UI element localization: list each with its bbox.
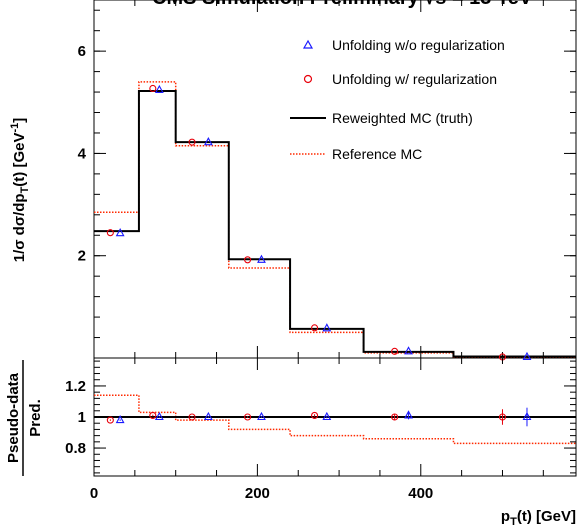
x-title-tail: (t) [GeV] <box>517 508 576 525</box>
data-point-triangle <box>203 411 213 421</box>
y-tick-label: 4 <box>78 145 87 162</box>
legend-circle-marker <box>303 74 313 84</box>
data-point-circle <box>188 138 196 146</box>
data-point-circle <box>106 229 114 237</box>
reference-histogram-line <box>94 81 576 358</box>
data-point-circle <box>498 413 507 421</box>
data-point-triangle <box>115 228 125 237</box>
ratio-y-title-top: Pseudo-data <box>5 372 22 463</box>
data-point-triangle <box>257 254 266 263</box>
y-tick-label: 1.2 <box>65 378 86 395</box>
x-title-sub: T <box>510 516 517 528</box>
x-tick-label: 200 <box>245 485 270 502</box>
data-point-triangle <box>404 346 413 355</box>
data-point-circle <box>149 411 157 419</box>
y-title-sup: -1 <box>9 123 21 133</box>
legend: Unfolding w/o regularization Unfolding w… <box>290 37 505 162</box>
main-plot-layer: 2 4 6 <box>78 0 576 361</box>
data-point-triangle <box>522 411 532 421</box>
legend-label-reweighted-mc: Reweighted MC (truth) <box>332 110 473 126</box>
data-point-circle <box>244 413 252 421</box>
ratio-y-title-bottom: Pred. <box>27 399 44 437</box>
data-point-circle <box>311 324 319 332</box>
data-point-triangle <box>404 410 413 419</box>
x-tick-label: 0 <box>90 485 98 502</box>
data-point-triangle <box>154 84 164 94</box>
data-point-circle <box>391 413 399 421</box>
y-title-main: 1/σ dσ/dp <box>11 193 28 262</box>
main-y-axis-title: 1/σ dσ/dpT(t) [GeV-1] <box>9 118 31 263</box>
x-tick-label: 400 <box>408 485 433 502</box>
legend-triangle-marker <box>302 39 314 49</box>
data-point-triangle <box>322 411 332 421</box>
data-point-triangle <box>154 411 164 421</box>
reference-histogram-line <box>94 394 576 445</box>
data-point-circle <box>149 84 157 93</box>
y-title-sub: T <box>19 186 31 193</box>
legend-label-reference-mc: Reference MC <box>332 146 422 162</box>
y-tick-label: 2 <box>78 248 86 265</box>
x-title-main: p <box>501 508 510 525</box>
data-point-circle <box>188 413 196 421</box>
ratio-plot-layer: 0.8 1 1.2 0 200 400 <box>65 358 576 502</box>
data-point-triangle <box>257 411 266 421</box>
main-panel-frame <box>93 0 577 359</box>
data-point-triangle <box>522 351 532 361</box>
data-point-circle <box>106 416 114 424</box>
data-point-triangle <box>322 323 332 332</box>
data-point-circle <box>244 256 252 264</box>
data-point-triangle <box>203 137 213 146</box>
data-point-circle <box>391 347 399 355</box>
header-text: CMS Simulation Preliminary √s = 13 TeV <box>152 0 533 9</box>
data-point-triangle <box>115 414 125 424</box>
x-axis-title: pT(t) [GeV] <box>501 508 576 528</box>
data-point-circle <box>311 411 319 419</box>
y-tick-label: 6 <box>78 43 86 60</box>
y-title-end: ] <box>11 118 28 123</box>
y-tick-label: 0.8 <box>65 440 86 457</box>
legend-label-unfolding-wo-reg: Unfolding w/o regularization <box>332 37 505 53</box>
truth-histogram-line <box>94 90 576 358</box>
legend-label-unfolding-w-reg: Unfolding w/ regularization <box>332 71 497 87</box>
y-title-tail: (t) [GeV <box>11 133 28 187</box>
y-tick-label: 1 <box>78 409 86 426</box>
